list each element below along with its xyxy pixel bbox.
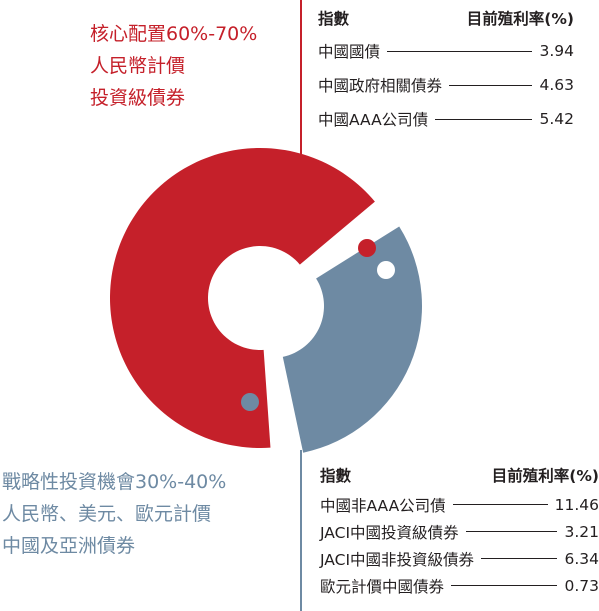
bottom-header-yield: 目前殖利率(%): [491, 467, 599, 485]
slice-red: [110, 148, 375, 448]
table-row: 中國AAA公司債 5.42: [318, 102, 574, 136]
leader-dash: [481, 558, 558, 559]
table-row: 歐元計價中國債券 0.73: [320, 572, 599, 599]
blue-caption-line-3: 中國及亞洲債券: [2, 535, 136, 557]
red-segment-caption: 核心配置60%-70% 人民幣計價 投資級債券: [90, 18, 257, 114]
red-caption-line-1: 核心配置60%-70%: [90, 23, 258, 45]
table-row: 中國非AAA公司債 11.46: [320, 491, 599, 518]
row-name: 中國國債: [318, 43, 381, 61]
bottom-header-index: 指數: [320, 467, 352, 485]
row-value: 6.34: [564, 549, 599, 568]
leader-dash: [465, 531, 558, 532]
table-row: JACI中國非投資級債券 6.34: [320, 545, 599, 572]
slice-blue: [282, 226, 423, 453]
row-name: 中國AAA公司債: [318, 111, 429, 129]
leader-dash: [451, 585, 558, 586]
top-yield-table: 指數 目前殖利率(%) 中國國債 3.94 中國政府相關債券 4.63 中國AA…: [318, 4, 574, 136]
row-value: 3.21: [564, 522, 599, 541]
leader-dash: [435, 118, 533, 120]
blue-caption-line-2: 人民幣、美元、歐元計價: [2, 503, 212, 525]
puzzle-notch-top: [377, 261, 395, 279]
table-row: 中國政府相關債券 4.63: [318, 68, 574, 102]
row-name: 歐元計價中國債券: [320, 577, 445, 596]
row-name: JACI中國非投資級債券: [320, 550, 475, 569]
row-value: 3.94: [539, 42, 574, 60]
leader-dash: [452, 504, 548, 505]
top-header-yield: 目前殖利率(%): [466, 10, 574, 28]
puzzle-tab-red-bottom: [219, 374, 237, 392]
leader-dash: [387, 50, 533, 52]
table-row: JACI中國投資級債券 3.21: [320, 518, 599, 545]
row-name: 中國政府相關債券: [318, 77, 443, 95]
top-table-header: 指數 目前殖利率(%): [318, 4, 574, 34]
bottom-table-header: 指數 目前殖利率(%): [320, 461, 599, 491]
blue-caption-line-1: 戰略性投資機會30%-40%: [2, 471, 227, 493]
puzzle-tab-blue-bottom: [241, 393, 259, 411]
top-header-index: 指數: [318, 10, 350, 28]
table-row: 中國國債 3.94: [318, 34, 574, 68]
row-value: 5.42: [539, 110, 574, 128]
row-name: JACI中國投資級債券: [320, 523, 459, 542]
bottom-yield-table: 指數 目前殖利率(%) 中國非AAA公司債 11.46 JACI中國投資級債券 …: [320, 461, 599, 599]
leader-dash: [449, 84, 533, 86]
row-value: 0.73: [564, 576, 599, 595]
row-value: 11.46: [554, 495, 599, 514]
row-name: 中國非AAA公司債: [320, 496, 446, 515]
puzzle-tab-red-top: [358, 239, 376, 257]
red-caption-line-2: 人民幣計價: [90, 55, 186, 77]
row-value: 4.63: [539, 76, 574, 94]
blue-segment-caption: 戰略性投資機會30%-40% 人民幣、美元、歐元計價 中國及亞洲債券: [2, 466, 226, 562]
red-caption-line-3: 投資級債券: [90, 87, 186, 109]
